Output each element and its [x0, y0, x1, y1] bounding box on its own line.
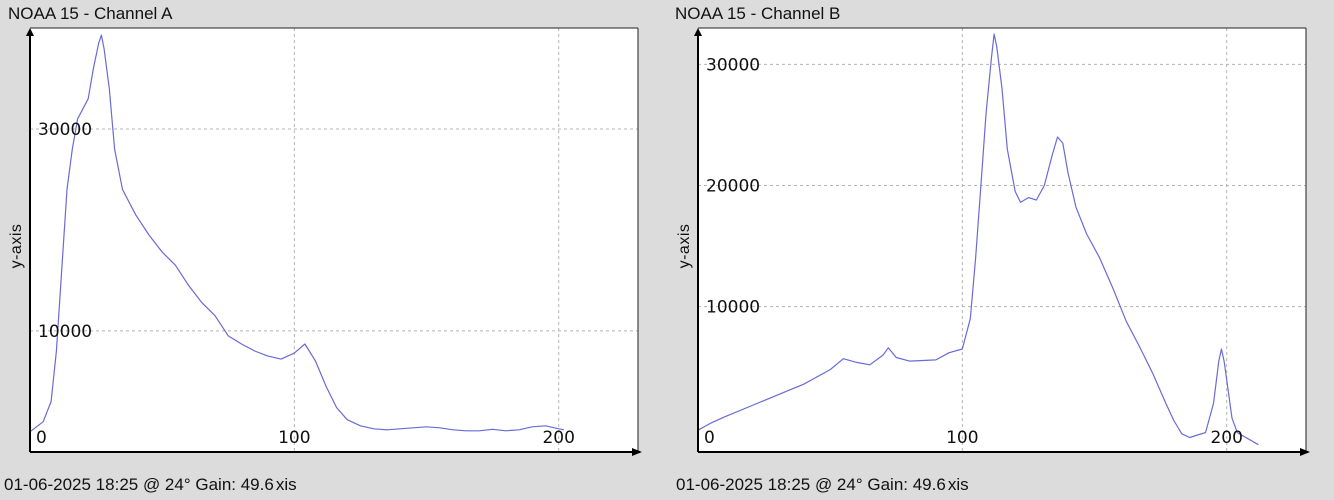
chart-b-title: NOAA 15 - Channel B — [675, 4, 841, 23]
chart-b-series-line — [697, 33, 1259, 446]
chart-a-title: NOAA 15 - Channel A — [8, 4, 173, 23]
chart-b-x-tick-label: 200 — [1210, 428, 1242, 448]
chart-a-x-axis-arrow — [632, 448, 642, 456]
chart-b-y-axis-arrow — [694, 28, 702, 36]
chart-b-y-tick-label: 10000 — [706, 298, 760, 318]
chart-a-x-tick-label: 100 — [278, 428, 310, 448]
chart-a-y-tick-label: 10000 — [38, 322, 92, 342]
chart-a-x-tick-label: 200 — [542, 428, 574, 448]
chart-a-x-tick-label: 0 — [36, 428, 47, 448]
chart-b-x-axis-arrow — [1300, 448, 1310, 456]
chart-a: 0 100 200 10000 30000 — [26, 27, 642, 456]
chart-b-y-tick-label: 30000 — [706, 55, 760, 75]
chart-a-y-axis-arrow — [26, 28, 34, 36]
chart-b-x-tick-label: 0 — [704, 428, 715, 448]
chart-a-plot-area — [30, 28, 638, 452]
chart-a-y-tick-label: 30000 — [38, 120, 92, 140]
chart-b-footer: 01-06-2025 18:25 @ 24° Gain: 49.6 xis — [676, 475, 969, 494]
chart-a-series-line — [29, 34, 565, 433]
chart-a-footer: 01-06-2025 18:25 @ 24° Gain: 49.6 xis — [4, 475, 297, 494]
chart-b-plot-area — [698, 28, 1306, 452]
chart-b: 0 100 200 10000 20000 30000 — [694, 27, 1310, 456]
chart-b-y-tick-label: 20000 — [706, 176, 760, 196]
chart-b-x-tick-label: 100 — [946, 428, 978, 448]
